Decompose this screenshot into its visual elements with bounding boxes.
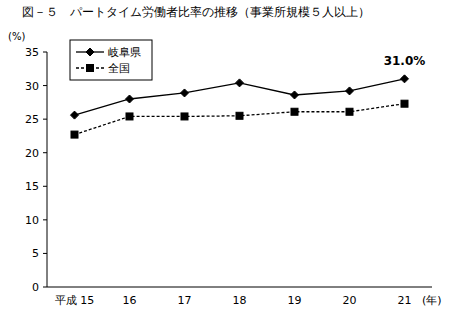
legend-box [70, 40, 152, 80]
marker [126, 95, 134, 103]
marker [401, 75, 409, 83]
legend-marker [87, 65, 94, 72]
y-tick-label: 30 [25, 80, 39, 93]
y-tick [43, 287, 47, 288]
x-tick-label: 平成 15 [55, 294, 95, 307]
y-tick-label: 0 [32, 281, 39, 294]
chart: 図－５ パートタイム労働者比率の推移（事業所規模５人以上） (%) (年) 0 5 10 1… [0, 0, 462, 323]
y-tick [43, 253, 47, 254]
y-tick [43, 119, 47, 120]
marker [291, 91, 299, 99]
series-line [75, 104, 405, 135]
legend-marker [86, 48, 94, 56]
series-line [75, 79, 405, 115]
marker [71, 111, 79, 119]
title: 図－５ パートタイム労働者比率の推移（事業所規模５人以上） [22, 5, 370, 19]
annotation: 31.0% [384, 54, 426, 68]
marker [71, 131, 78, 138]
y-axis-label: (%) [8, 31, 25, 42]
legend-label: 岐阜県 [108, 46, 141, 59]
x-tick-label: 19 [288, 294, 302, 307]
x-axis-label: (年) [422, 294, 442, 307]
y-tick [43, 85, 47, 86]
x-tick-label: 16 [123, 294, 137, 307]
y-tick [43, 152, 47, 153]
legend: 岐阜県全国 [70, 40, 152, 80]
y-tick [43, 186, 47, 187]
x-axis [47, 287, 432, 288]
plot-area [71, 75, 409, 138]
y-tick-label: 20 [25, 147, 39, 160]
y-tick [43, 219, 47, 220]
x-tick-label: 20 [343, 294, 357, 307]
y-tick-label: 25 [25, 113, 39, 126]
marker [181, 113, 188, 120]
y-tick [43, 52, 47, 53]
chart-container: 図－５ パートタイム労働者比率の推移（事業所規模５人以上） (%) (年) 0 5 10 1… [0, 0, 462, 323]
y-axis [47, 52, 48, 287]
marker [346, 87, 354, 95]
x-tick-label: 21 [398, 294, 412, 307]
x-tick-label: 17 [178, 294, 192, 307]
y-tick-label: 15 [25, 180, 39, 193]
marker [236, 112, 243, 119]
marker [401, 100, 408, 107]
y-tick-label: 10 [25, 214, 39, 227]
y-tick-label: 5 [32, 247, 39, 260]
legend-label: 全国 [108, 62, 130, 75]
x-tick-label: 18 [233, 294, 247, 307]
y-tick-label: 35 [25, 46, 39, 59]
marker [181, 89, 189, 97]
marker [126, 113, 133, 120]
marker [236, 79, 244, 87]
marker [291, 108, 298, 115]
marker [346, 108, 353, 115]
